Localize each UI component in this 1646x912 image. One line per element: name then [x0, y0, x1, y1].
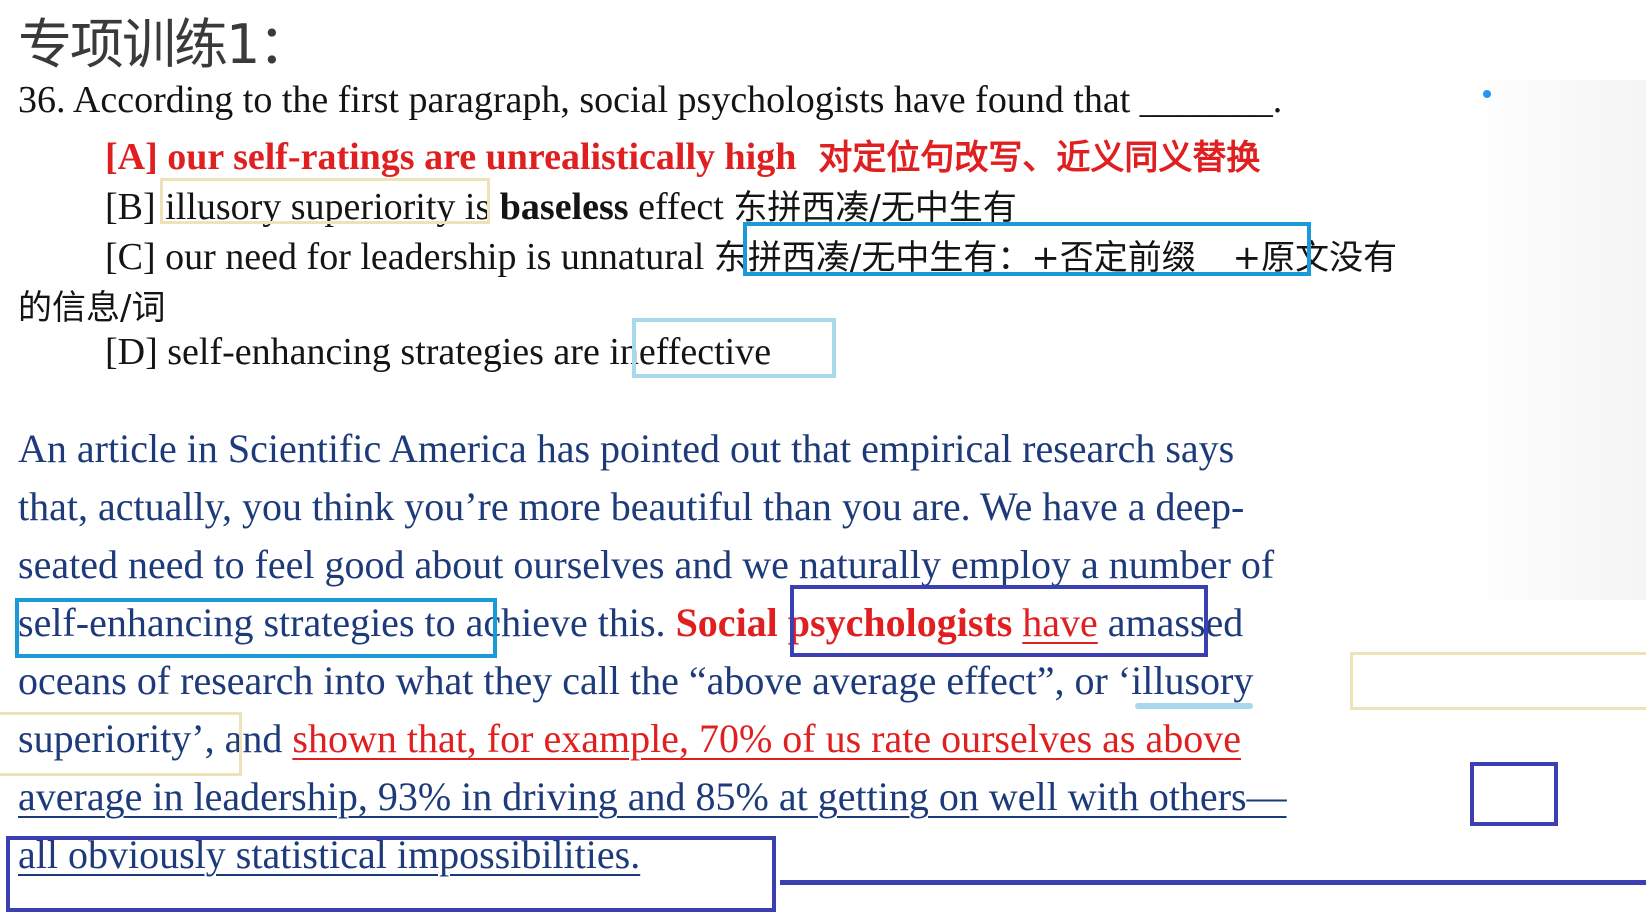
box-impossibilities: [6, 836, 776, 912]
passage-superiority: superiority’, and: [18, 716, 293, 761]
option-a-text: [A] our self-ratings are unrealistically…: [105, 136, 797, 178]
option-c-note2: +原文没有: [1221, 238, 1398, 278]
page-title: 专项训练1：: [18, 13, 312, 76]
option-c-boxed-note: 东拼西凑/无中生有：+否定前缀: [713, 238, 1196, 278]
option-b-bold: baseless: [499, 186, 629, 228]
box-c-note: [743, 222, 1311, 276]
divider-line: [780, 880, 1646, 885]
option-b-prefix: [B]: [105, 186, 166, 228]
option-b-note: 东拼西凑/无中生有: [733, 188, 1017, 228]
option-c-wrap: 的信息/词: [18, 288, 166, 328]
background-shade: [1460, 80, 1646, 600]
box-ineffective: [632, 318, 836, 378]
question-stem: 36. According to the first paragraph, so…: [18, 79, 1283, 121]
passage-line-5: oceans of research into what they call t…: [18, 658, 1254, 703]
cursor-dot: [1483, 90, 1491, 98]
passage-social-psychologists: Social psychologists: [675, 600, 1013, 645]
option-d-prefix: [D] self-enhancing strategies are: [105, 331, 610, 373]
passage-have: have: [1022, 600, 1098, 645]
passage-line-2: that, actually, you think you’re more be…: [18, 484, 1245, 529]
box-superiority-start: [0, 712, 242, 776]
option-a-note: 对定位句改写、近义同义替换: [818, 138, 1261, 178]
underline-effect: [1135, 703, 1253, 709]
option-a: [A] our self-ratings are unrealistically…: [105, 130, 1260, 179]
passage-line-4-b: to achieve this.: [414, 600, 676, 645]
passage-line-3: seated need to feel good about ourselves…: [18, 542, 1275, 587]
passage-self-enhancing: self-enhancing strategies: [18, 600, 415, 645]
option-b: [B] illusory superiority is baseless eff…: [105, 180, 1017, 229]
passage-line-7: average in leadership, 93% in driving an…: [18, 774, 1287, 819]
box-social-psychologists: [790, 585, 1208, 657]
passage-line-4-f: amassed: [1097, 600, 1244, 645]
box-self-enhancing: [15, 598, 497, 658]
option-c-prefix: [C] our need for leadership is unnatural: [105, 236, 714, 278]
option-d-boxed: ineffective: [609, 331, 772, 373]
box-illusory-end: [1350, 652, 1646, 710]
box-illusory-superiority: [160, 178, 490, 224]
option-d: [D] self-enhancing strategies are ineffe…: [105, 330, 771, 374]
option-c: [C] our need for leadership is unnatural…: [105, 230, 1397, 279]
passage-line-1: An article in Scientific America has poi…: [18, 426, 1235, 471]
passage-shown-that: shown that, for example, 70% of us rate …: [292, 716, 1241, 761]
box-dash: [1470, 762, 1558, 826]
option-b-mid2: effect: [628, 186, 734, 228]
passage-line-6: superiority’, and shown that, for exampl…: [18, 715, 1241, 762]
passage-line-4: self-enhancing strategies to achieve thi…: [18, 599, 1243, 646]
